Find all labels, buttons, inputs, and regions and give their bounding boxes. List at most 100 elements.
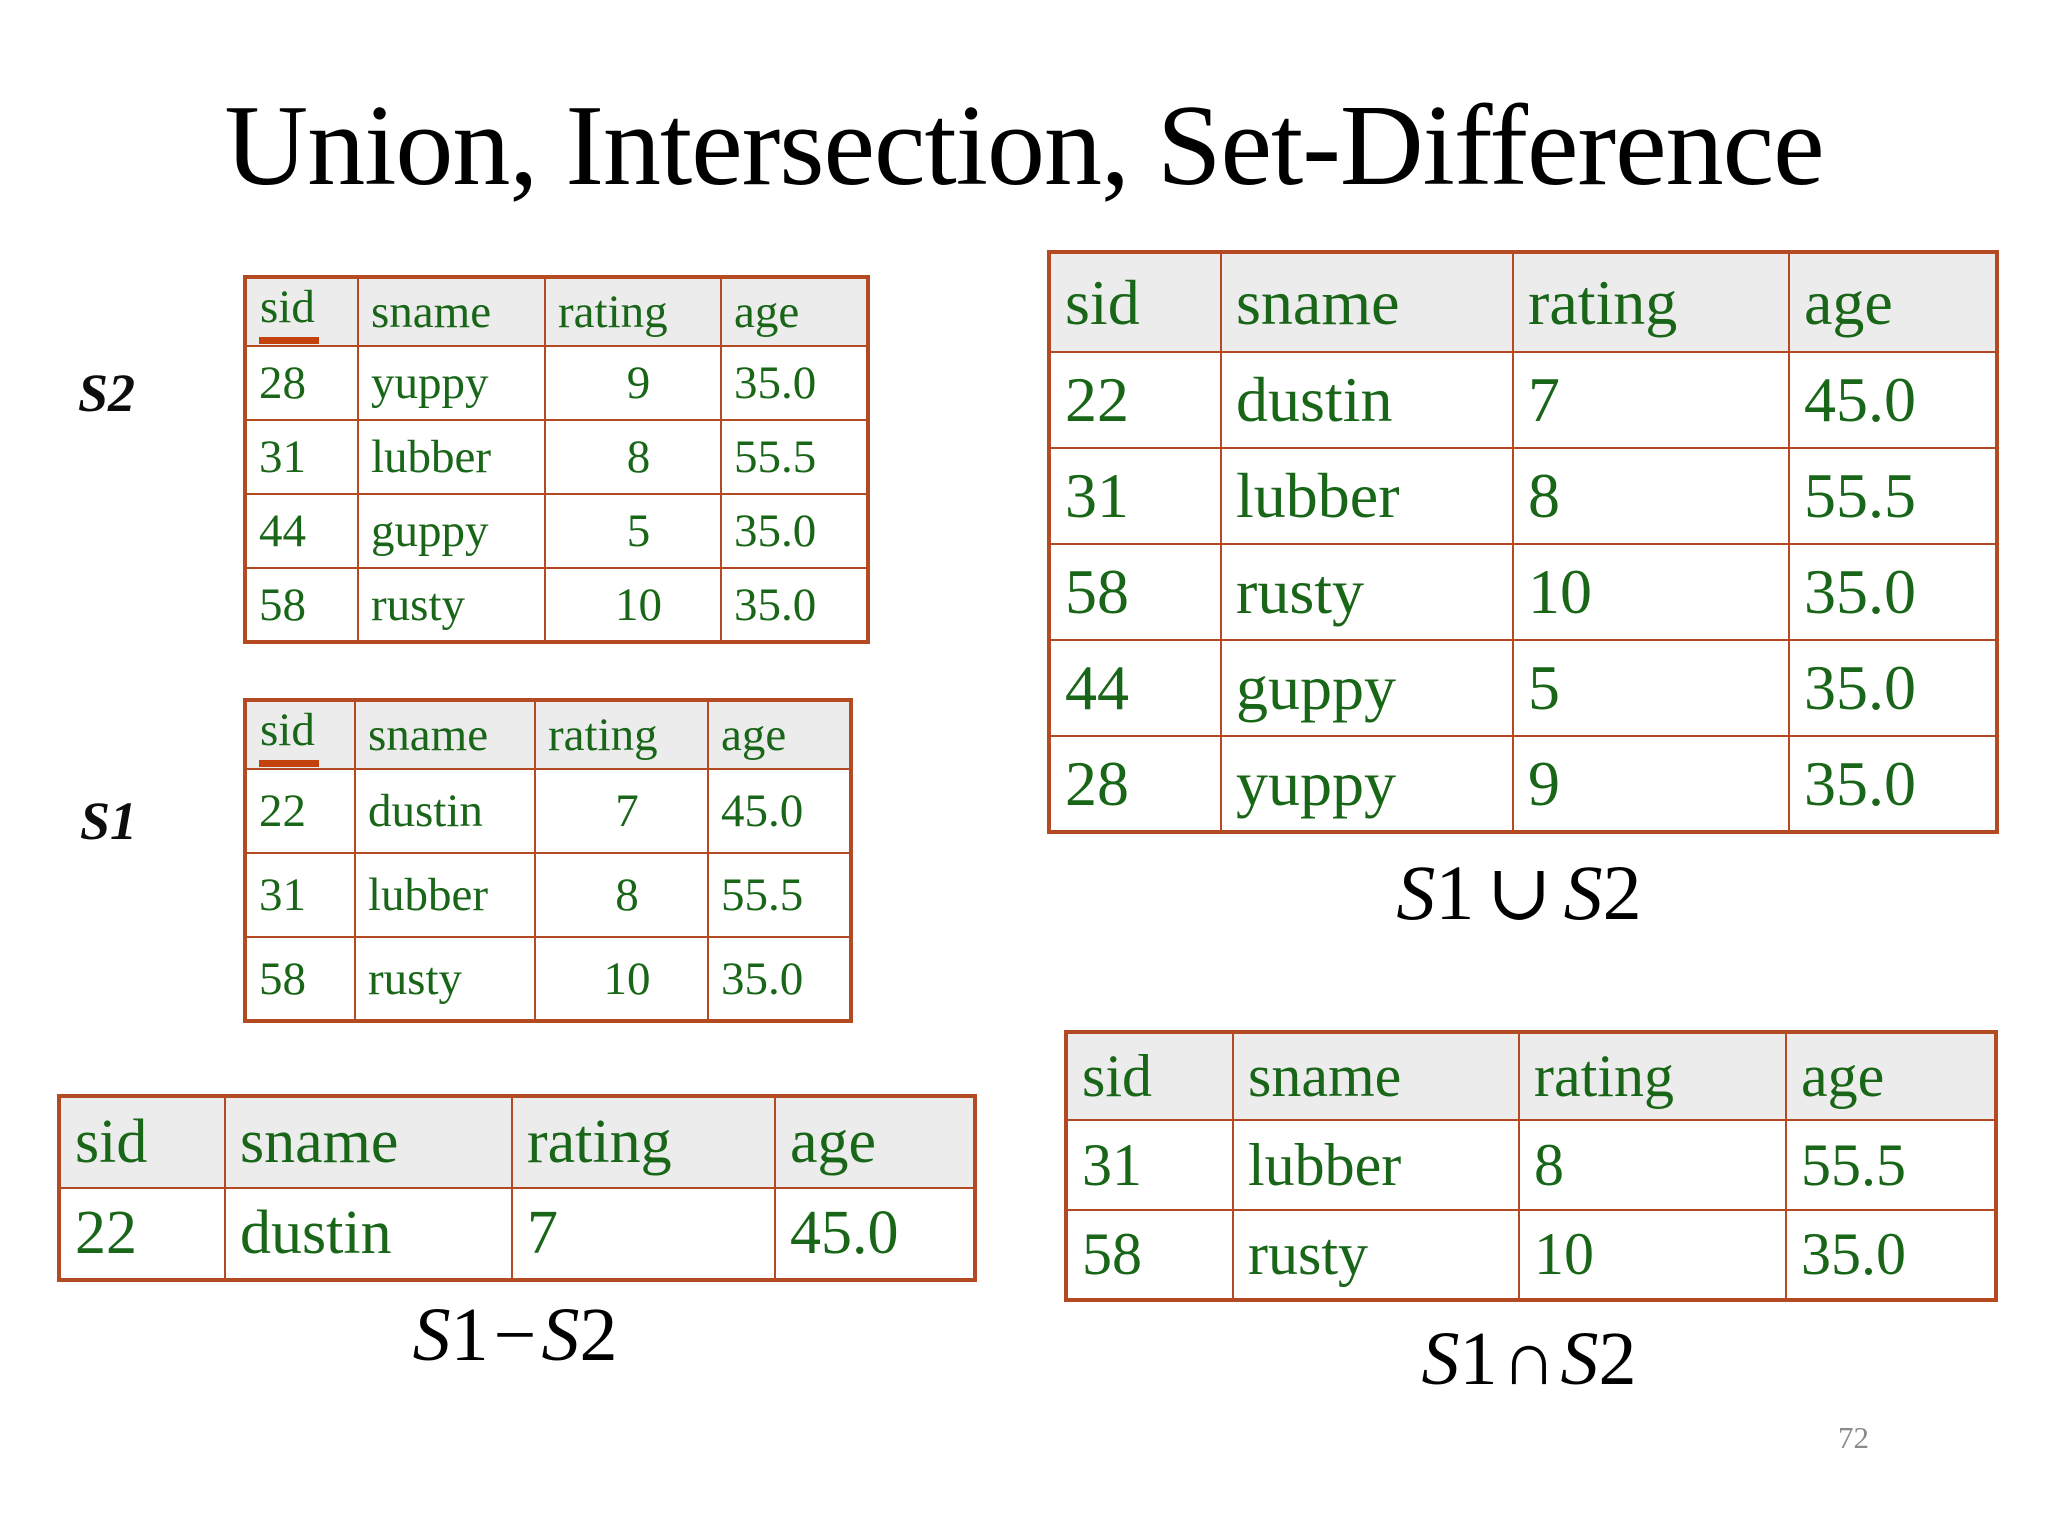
cell-sname: yuppy <box>1220 735 1514 833</box>
column-header-rating: rating <box>1518 1031 1787 1121</box>
cell-sname: lubber <box>1220 447 1514 545</box>
column-header-sname: sname <box>1220 251 1514 353</box>
table-row: 44 guppy 5 35.0 <box>244 493 869 569</box>
table-row: 44 guppy 5 35.0 <box>1048 639 1998 737</box>
cell-rating: 8 <box>1518 1119 1787 1211</box>
cell-age: 55.5 <box>707 852 852 938</box>
table-union: sid sname rating age 22 dustin 7 45.0 31 lubber 8 5… <box>1047 250 1999 834</box>
cell-rating: 9 <box>544 345 722 421</box>
table-row: 58 rusty 10 35.0 <box>1048 543 1998 641</box>
column-header-sid: sid <box>1048 251 1222 353</box>
table-row: 22 dustin 7 45.0 <box>58 1187 976 1281</box>
cell-age: 55.5 <box>720 419 869 495</box>
cell-age: 35.0 <box>1788 543 1998 641</box>
cell-age: 35.0 <box>707 936 852 1022</box>
cell-age: 35.0 <box>1785 1209 1997 1301</box>
cell-sid: 28 <box>1048 735 1222 833</box>
cell-sname: lubber <box>357 419 546 495</box>
column-header-sid: sid <box>58 1095 226 1189</box>
cell-rating: 8 <box>534 852 709 938</box>
column-header-sname: sname <box>354 699 536 770</box>
cell-age: 45.0 <box>1788 351 1998 449</box>
cell-sname: rusty <box>354 936 536 1022</box>
cell-age: 35.0 <box>720 345 869 421</box>
cell-age: 35.0 <box>720 567 869 643</box>
table-row: 31 lubber 8 55.5 <box>1048 447 1998 545</box>
table-row: 58 rusty 10 35.0 <box>1065 1209 1997 1301</box>
cell-sname: yuppy <box>357 345 546 421</box>
table-row: 28 yuppy 9 35.0 <box>244 345 869 421</box>
cell-sid: 31 <box>1065 1119 1234 1211</box>
cell-rating: 8 <box>1512 447 1790 545</box>
cell-rating: 10 <box>1518 1209 1787 1301</box>
column-header-sname: sname <box>224 1095 513 1189</box>
table-difference: sid sname rating age 22 dustin 7 45.0 <box>57 1094 977 1282</box>
column-header-rating: rating <box>511 1095 776 1189</box>
cell-sid: 31 <box>244 419 359 495</box>
cell-rating: 10 <box>534 936 709 1022</box>
cell-age: 55.5 <box>1785 1119 1997 1211</box>
column-header-sid: sid <box>244 699 356 770</box>
cell-sid: 28 <box>244 345 359 421</box>
cell-sname: rusty <box>1232 1209 1520 1301</box>
cell-rating: 10 <box>544 567 722 643</box>
column-header-age: age <box>774 1095 976 1189</box>
column-header-sname: sname <box>357 276 546 347</box>
caption-difference: S1−S2 <box>412 1293 618 1377</box>
cell-rating: 8 <box>544 419 722 495</box>
cell-rating: 7 <box>534 768 709 854</box>
table-intersection: sid sname rating age 31 lubber 8 55.5 58 rusty 10 3… <box>1064 1030 1998 1302</box>
header-row: sid sname rating age <box>1065 1031 1997 1121</box>
column-header-rating: rating <box>544 276 722 347</box>
label-s2: S2 <box>78 363 136 423</box>
table-row: 22 dustin 7 45.0 <box>1048 351 1998 449</box>
table-row: 58 rusty 10 35.0 <box>244 936 852 1022</box>
page-number: 72 <box>1838 1420 1869 1455</box>
cell-rating: 5 <box>544 493 722 569</box>
cell-sname: guppy <box>1220 639 1514 737</box>
cell-age: 35.0 <box>720 493 869 569</box>
column-header-age: age <box>1785 1031 1997 1121</box>
caption-intersection: S1∩S2 <box>1421 1317 1637 1401</box>
column-header-rating: rating <box>1512 251 1790 353</box>
header-row: sid sname rating age <box>244 699 852 770</box>
column-header-sname: sname <box>1232 1031 1520 1121</box>
table-row: 28 yuppy 9 35.0 <box>1048 735 1998 833</box>
cell-sname: dustin <box>224 1187 513 1281</box>
caption-union: S1 ∪ S2 <box>1396 849 1642 936</box>
table-row: 31 lubber 8 55.5 <box>1065 1119 1997 1211</box>
cell-age: 35.0 <box>1788 639 1998 737</box>
cell-sname: dustin <box>354 768 536 854</box>
table-row: 31 lubber 8 55.5 <box>244 419 869 495</box>
cell-sname: lubber <box>1232 1119 1520 1211</box>
table-row: 31 lubber 8 55.5 <box>244 852 852 938</box>
cell-sid: 58 <box>1048 543 1222 641</box>
cell-sid: 44 <box>244 493 359 569</box>
cell-sid: 22 <box>58 1187 226 1281</box>
column-header-age: age <box>720 276 869 347</box>
cell-sname: guppy <box>357 493 546 569</box>
slide-title: Union, Intersection, Set-Difference <box>224 82 1824 210</box>
table-s2: sid sname rating age 28 yuppy 9 35.0 31 lubber 8 55… <box>243 275 870 644</box>
column-header-sid: sid <box>244 276 359 347</box>
header-row: sid sname rating age <box>1048 251 1998 353</box>
cell-rating: 5 <box>1512 639 1790 737</box>
cell-rating: 10 <box>1512 543 1790 641</box>
cell-sid: 22 <box>1048 351 1222 449</box>
cell-sid: 44 <box>1048 639 1222 737</box>
cell-rating: 7 <box>1512 351 1790 449</box>
cell-rating: 9 <box>1512 735 1790 833</box>
column-header-sid: sid <box>1065 1031 1234 1121</box>
cell-sname: lubber <box>354 852 536 938</box>
cell-sid: 31 <box>1048 447 1222 545</box>
column-header-rating: rating <box>534 699 709 770</box>
cell-age: 35.0 <box>1788 735 1998 833</box>
cell-sid: 58 <box>244 936 356 1022</box>
table-row: 58 rusty 10 35.0 <box>244 567 869 643</box>
cell-age: 55.5 <box>1788 447 1998 545</box>
table-s1: sid sname rating age 22 dustin 7 45.0 31 lubber 8 5… <box>243 698 853 1023</box>
cell-age: 45.0 <box>774 1187 976 1281</box>
cell-sname: rusty <box>1220 543 1514 641</box>
column-header-age: age <box>707 699 852 770</box>
